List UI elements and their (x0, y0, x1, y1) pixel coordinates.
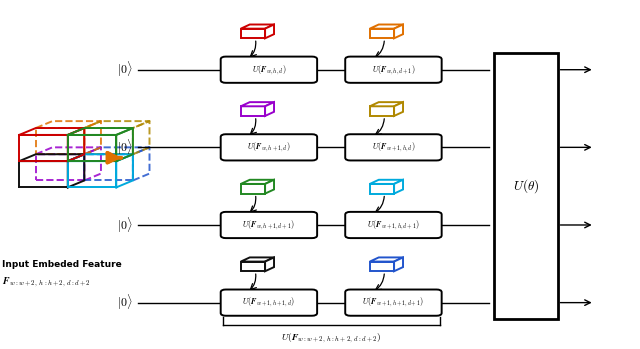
Polygon shape (241, 180, 274, 184)
Polygon shape (370, 258, 403, 261)
Text: $U(\boldsymbol{F}_{w:w+2,\;h:h+2,\;d:d+2})$: $U(\boldsymbol{F}_{w:w+2,\;h:h+2,\;d:d+2… (281, 331, 381, 345)
Polygon shape (370, 24, 403, 29)
Polygon shape (241, 258, 274, 261)
Polygon shape (241, 106, 265, 116)
Polygon shape (370, 184, 394, 194)
Polygon shape (394, 180, 403, 194)
Text: $U(\boldsymbol{F}_{w,h,d+1})$: $U(\boldsymbol{F}_{w,h,d+1})$ (372, 63, 415, 76)
Text: $U(\theta)$: $U(\theta)$ (513, 177, 539, 195)
Text: $|0\rangle$: $|0\rangle$ (117, 138, 133, 157)
Polygon shape (265, 180, 274, 194)
FancyBboxPatch shape (221, 134, 317, 161)
Text: $U(\boldsymbol{F}_{w+1,h+1,d+1})$: $U(\boldsymbol{F}_{w+1,h+1,d+1})$ (362, 296, 424, 310)
Polygon shape (241, 261, 265, 271)
Text: $|0\rangle$: $|0\rangle$ (117, 293, 133, 312)
Polygon shape (265, 24, 274, 38)
FancyBboxPatch shape (221, 57, 317, 83)
Polygon shape (370, 102, 403, 106)
Polygon shape (370, 261, 394, 271)
Polygon shape (241, 24, 274, 29)
Text: Input Embeded Feature: Input Embeded Feature (2, 260, 122, 269)
Text: $|0\rangle$: $|0\rangle$ (117, 60, 133, 80)
Text: $U(\boldsymbol{F}_{w+1,h+1,d})$: $U(\boldsymbol{F}_{w+1,h+1,d})$ (243, 296, 295, 310)
Text: $U(\boldsymbol{F}_{w+1,h,d+1})$: $U(\boldsymbol{F}_{w+1,h,d+1})$ (367, 218, 420, 232)
Polygon shape (394, 24, 403, 38)
Polygon shape (394, 102, 403, 116)
FancyBboxPatch shape (221, 212, 317, 238)
Text: $\boldsymbol{F}_{w:w+2,\;h:h+2,\;d:d+2}$: $\boldsymbol{F}_{w:w+2,\;h:h+2,\;d:d+2}$ (2, 275, 91, 289)
FancyBboxPatch shape (221, 290, 317, 316)
Polygon shape (241, 184, 265, 194)
FancyBboxPatch shape (345, 290, 442, 316)
FancyBboxPatch shape (493, 53, 557, 319)
Polygon shape (265, 258, 274, 271)
Text: $U(\boldsymbol{F}_{w+1,h,d})$: $U(\boldsymbol{F}_{w+1,h,d})$ (372, 141, 415, 154)
FancyBboxPatch shape (345, 212, 442, 238)
Text: $U(\boldsymbol{F}_{w,h+1,d+1})$: $U(\boldsymbol{F}_{w,h+1,d+1})$ (243, 218, 295, 232)
Polygon shape (394, 258, 403, 271)
Text: $U(\boldsymbol{F}_{w,h+1,d})$: $U(\boldsymbol{F}_{w,h+1,d})$ (247, 141, 291, 154)
Polygon shape (370, 29, 394, 38)
Polygon shape (241, 102, 274, 106)
Polygon shape (265, 102, 274, 116)
Polygon shape (370, 180, 403, 184)
FancyBboxPatch shape (345, 134, 442, 161)
Polygon shape (370, 106, 394, 116)
FancyBboxPatch shape (345, 57, 442, 83)
Text: $U(\boldsymbol{F}_{w,h,d})$: $U(\boldsymbol{F}_{w,h,d})$ (252, 63, 286, 76)
Text: $|0\rangle$: $|0\rangle$ (117, 215, 133, 235)
Polygon shape (241, 29, 265, 38)
